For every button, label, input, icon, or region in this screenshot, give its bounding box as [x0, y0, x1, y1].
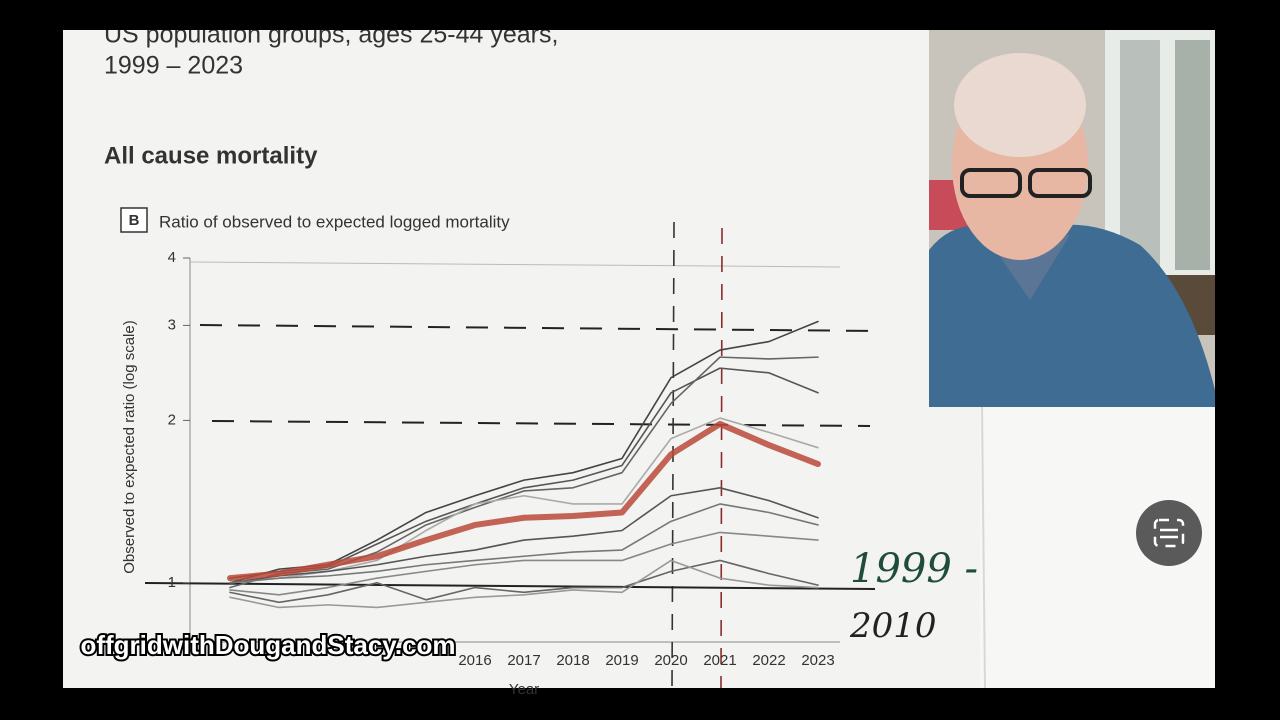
hand-reference-line [144, 582, 876, 590]
x-tick-label: 2023 [801, 652, 834, 669]
x-tick-label: 2020 [654, 652, 687, 669]
webcam [929, 30, 1215, 407]
lens-button[interactable] [1136, 500, 1202, 566]
x-tick-label: 2016 [458, 652, 491, 669]
heading-line: 1999 – 2023 [104, 52, 243, 80]
window-tree [1175, 40, 1210, 270]
x-tick-label: 2018 [556, 652, 589, 669]
series-line [229, 559, 819, 609]
glasses [1028, 168, 1092, 198]
handwritten-note: 2010 [849, 606, 937, 646]
plot: 1 2 3 4 2016 2017 2018 2019 2020 2021 2022 2023 [168, 249, 835, 669]
x-axis-label: Year [509, 681, 539, 698]
y-tick-label: 1 [168, 574, 176, 591]
heading-line: US population groups, ages 25-44 years, [104, 21, 558, 49]
series-line [229, 559, 819, 604]
lens-icon [1153, 518, 1185, 548]
head-top [954, 53, 1086, 157]
x-tick-label: 2021 [703, 652, 736, 669]
y-tick-label: 2 [168, 411, 176, 428]
series-line [229, 503, 819, 584]
panel-label: B [129, 212, 140, 229]
y-tick-label: 4 [168, 249, 176, 266]
series-line [227, 420, 821, 582]
chart-title: All cause mortality [104, 142, 318, 169]
heading-group: US population groups, ages 25-44 years, … [104, 21, 558, 80]
series-line [229, 356, 819, 589]
top-border [189, 261, 841, 268]
chart-subtitle: Ratio of observed to expected logged mor… [159, 212, 510, 231]
y-tick-label: 3 [168, 316, 176, 333]
watermark: offgridwithDougandStacy.com [80, 630, 455, 660]
glasses [960, 168, 1022, 198]
y-axis-label: Observed to expected ratio (log scale) [121, 320, 138, 573]
window-tree [1120, 40, 1160, 270]
series-line [229, 486, 819, 584]
paper-fold [981, 406, 986, 689]
handwritten-note: 1999 - [850, 546, 978, 592]
x-tick-label: 2019 [605, 652, 638, 669]
x-tick-label: 2022 [752, 652, 785, 669]
panel-box [120, 207, 148, 233]
sweater [929, 224, 1215, 407]
hand-dash-2 [211, 420, 871, 427]
x-tick-label: 2017 [507, 652, 540, 669]
series-line [229, 531, 819, 596]
hand-dash-vertical [720, 227, 723, 689]
